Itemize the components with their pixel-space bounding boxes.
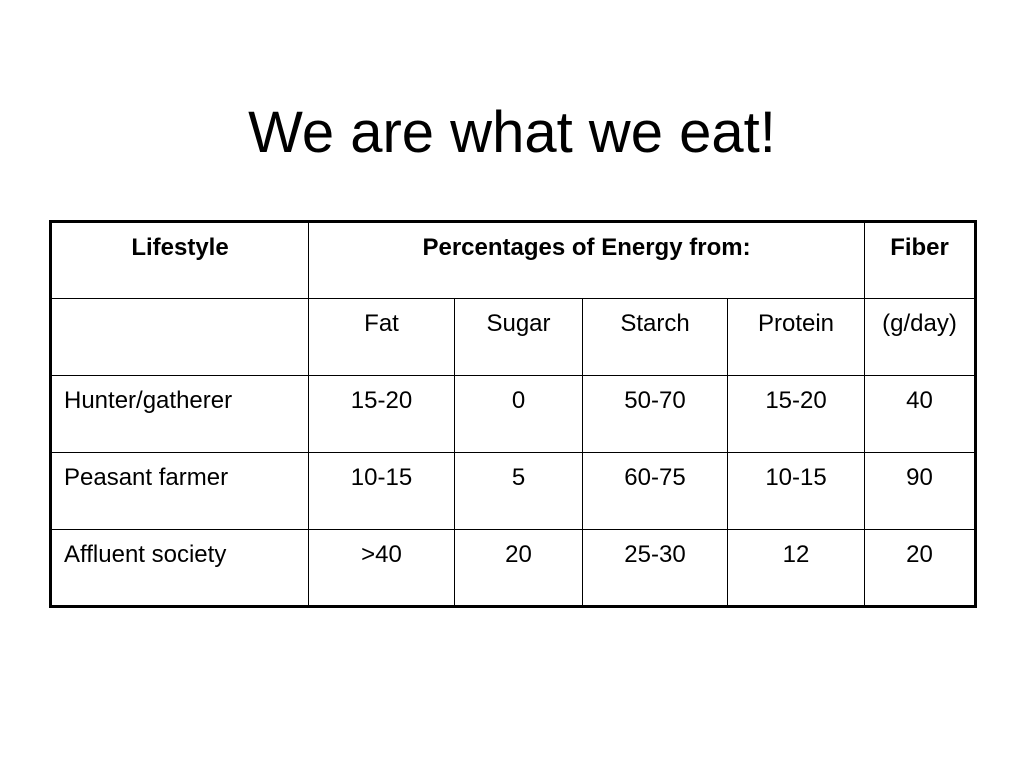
- cell-protein: 15-20: [726, 375, 866, 453]
- cell-lifestyle: Peasant farmer: [50, 452, 309, 530]
- cell-fiber: 90: [864, 452, 977, 530]
- cell-lifestyle: Hunter/gatherer: [50, 375, 309, 453]
- subheader-row: Fat Sugar Starch Protein (g/day): [50, 298, 977, 376]
- subheader-protein: Protein: [726, 298, 866, 376]
- cell-sugar: 0: [454, 375, 583, 453]
- cell-lifestyle: Affluent society: [50, 529, 309, 607]
- header-lifestyle: Lifestyle: [50, 221, 309, 299]
- header-energy: Percentages of Energy from:: [307, 221, 866, 299]
- cell-starch: 60-75: [582, 452, 728, 530]
- subheader-lifestyle: [50, 298, 309, 376]
- table-row: Peasant farmer 10-15 5 60-75 10-15 90: [50, 452, 977, 530]
- energy-table: Lifestyle Percentages of Energy from: Fi…: [49, 220, 978, 608]
- cell-fat: 15-20: [308, 375, 455, 453]
- subheader-sugar: Sugar: [454, 298, 583, 376]
- subheader-fat: Fat: [308, 298, 455, 376]
- table-row: Affluent society >40 20 25-30 12 20: [50, 529, 977, 607]
- subheader-fiber: (g/day): [864, 298, 977, 376]
- slide-title: We are what we eat!: [248, 99, 776, 165]
- cell-starch: 50-70: [582, 375, 728, 453]
- cell-sugar: 20: [454, 529, 583, 607]
- cell-sugar: 5: [454, 452, 583, 530]
- cell-protein: 10-15: [726, 452, 866, 530]
- header-fiber: Fiber: [864, 221, 977, 299]
- table-row: Hunter/gatherer 15-20 0 50-70 15-20 40: [50, 375, 977, 453]
- cell-fat: >40: [308, 529, 455, 607]
- cell-starch: 25-30: [582, 529, 728, 607]
- cell-fat: 10-15: [308, 452, 455, 530]
- cell-protein: 12: [726, 529, 866, 607]
- header-row: Lifestyle Percentages of Energy from: Fi…: [50, 221, 977, 299]
- cell-fiber: 20: [864, 529, 977, 607]
- subheader-starch: Starch: [582, 298, 728, 376]
- cell-fiber: 40: [864, 375, 977, 453]
